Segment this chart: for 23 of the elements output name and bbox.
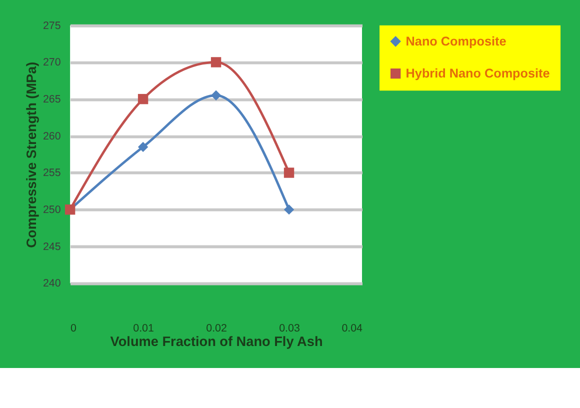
y-tick-label: 275 [42, 20, 61, 32]
x-tick-label: 0.03 [279, 322, 300, 334]
point [284, 204, 294, 215]
y-tick-label: 260 [42, 130, 61, 142]
point [138, 94, 148, 104]
point [138, 142, 148, 152]
x-axis-title: Volume Fraction of Nano Fly Ash [110, 334, 323, 350]
x-tick-label: 0.01 [133, 322, 154, 334]
y-tick-label: 250 [42, 204, 61, 216]
legend-label: Nano Composite [406, 34, 506, 48]
y-tick-label: 245 [42, 240, 61, 253]
x-tick-label: 0.02 [206, 322, 227, 334]
y-tick-label: 270 [42, 56, 61, 69]
y-tick-label: 255 [42, 167, 61, 180]
point [284, 168, 294, 178]
y-tick-label: 240 [42, 278, 61, 290]
point [210, 57, 222, 68]
legend-label: Hybrid Nano Composite [406, 66, 550, 80]
x-tick-label: 0.04 [342, 322, 363, 334]
point [210, 90, 222, 100]
y-tick-label: 265 [42, 93, 61, 106]
x-tick-label: 0 [70, 322, 77, 334]
y-axis-title: Compressive Strength (MPa) [24, 62, 40, 248]
